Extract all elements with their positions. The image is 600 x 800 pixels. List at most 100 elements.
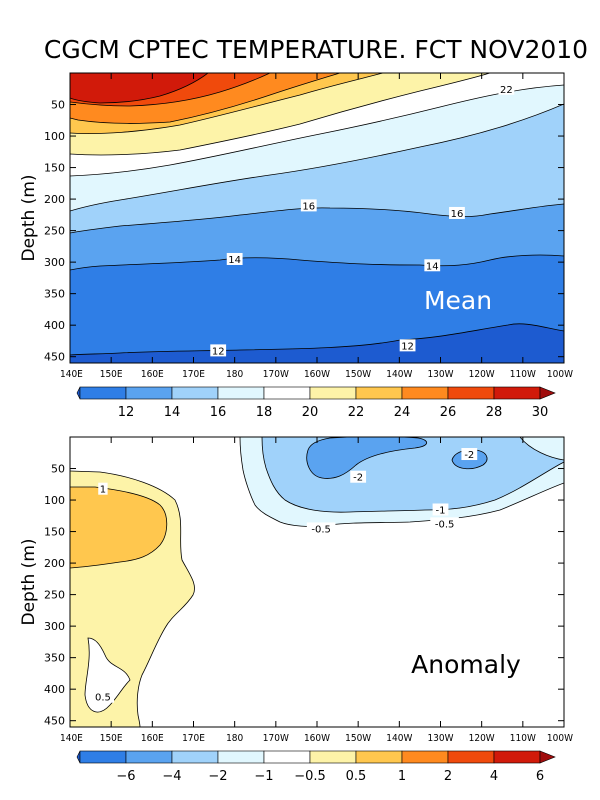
x-tick-label: 170E	[182, 369, 205, 380]
colorbar-segment	[309, 750, 357, 764]
x-tick-label: 160E	[141, 369, 164, 380]
mean-y-axis-label: Depth (m)	[19, 174, 39, 261]
anomaly-band-pos-1	[70, 487, 167, 568]
x-tick-label: 100W	[547, 369, 573, 380]
colorbar-label: −2	[208, 769, 227, 784]
contour-label-bg	[350, 470, 367, 483]
colorbar-label: 20	[302, 405, 319, 420]
anomaly-y-axis: 50 100 150 200 250 300 350 400 450	[44, 463, 564, 728]
contour-label: 12	[212, 346, 225, 357]
mean-panel: 22 16 16 14 14 12 12 50 100 150 200 250 300 350 400 45…	[19, 72, 573, 420]
x-tick-label: 140W	[386, 369, 412, 380]
colorbar-label: −4	[162, 769, 181, 784]
colorbar-label: −6	[116, 769, 135, 784]
anomaly-field	[70, 437, 564, 727]
y-tick-label: 300	[44, 256, 65, 269]
y-tick-label: 450	[44, 351, 65, 364]
colorbar-label: 1	[398, 769, 406, 784]
contour-label-bg	[210, 344, 227, 357]
y-tick-label: 50	[51, 463, 65, 476]
x-tick-label: 160E	[141, 733, 164, 744]
x-tick-label: 150E	[100, 369, 123, 380]
y-tick-label: 400	[44, 683, 65, 696]
x-tick-label: 110W	[510, 369, 536, 380]
anomaly-y-axis-label: Depth (m)	[19, 538, 39, 625]
contour-label-bg	[98, 482, 108, 495]
contour-label: -2	[464, 450, 474, 461]
colorbar-label: 4	[490, 769, 498, 784]
x-tick-label: 170E	[182, 733, 205, 744]
x-tick-label: 140W	[386, 733, 412, 744]
x-tick-label: 150E	[100, 733, 123, 744]
x-tick-label: 130W	[427, 733, 453, 744]
contour-label: 22	[500, 85, 513, 96]
y-tick-label: 100	[44, 494, 65, 507]
contour-label-bg	[498, 82, 515, 95]
y-tick-label: 200	[44, 193, 65, 206]
contour-label-bg	[300, 199, 317, 212]
contour-label: 0.5	[95, 693, 111, 704]
contour-label: 16	[302, 201, 315, 212]
mean-band-30	[70, 73, 208, 103]
anomaly-band-neg-2	[306, 437, 427, 479]
x-tick-label: 110W	[510, 733, 536, 744]
contour-label-bg	[430, 517, 459, 530]
contour-label-bg	[449, 206, 465, 219]
contour-label-bg	[399, 339, 416, 352]
colorbar-segment	[309, 386, 357, 400]
colorbar-label: 28	[486, 405, 503, 420]
contour-label: 14	[426, 261, 439, 272]
x-tick-label: 160W	[304, 733, 330, 744]
x-tick-label: 180	[226, 369, 243, 380]
contour-label-bg	[461, 448, 478, 461]
colorbar-segment	[401, 750, 449, 764]
colorbar-label: 12	[118, 405, 135, 420]
y-tick-label: 250	[44, 589, 65, 602]
contour-label: -1	[436, 506, 446, 517]
mean-x-axis: 140E 150E 160E 170E 180 170W 160W 150W 140W 130W 1…	[60, 73, 573, 380]
colorbar-label: 2	[444, 769, 452, 784]
contour-label: 1	[100, 485, 106, 496]
colorbar-segment	[125, 750, 173, 764]
colorbar-segment	[447, 386, 495, 400]
x-tick-label: 160W	[304, 369, 330, 380]
contour-label: 12	[401, 341, 414, 352]
contour-label: -0.5	[435, 519, 455, 530]
contour-label-bg	[306, 522, 336, 535]
x-tick-label: 170W	[263, 733, 289, 744]
y-tick-label: 200	[44, 557, 65, 570]
anomaly-panel: 1 -2 -2 -1 -0.5 -0.5 0.5 50 100 150 200 250 300 350 4…	[19, 436, 573, 784]
contour-label: -0.5	[311, 524, 331, 535]
contour-label: 14	[228, 255, 241, 266]
y-tick-label: 150	[44, 526, 65, 539]
colorbar-label: 16	[210, 405, 227, 420]
contour-label: -2	[353, 473, 363, 484]
colorbar-segment	[217, 750, 265, 764]
colorbar-segment	[493, 750, 541, 764]
colorbar-segment	[355, 386, 403, 400]
colorbar-segment	[263, 750, 311, 764]
y-tick-label: 350	[44, 652, 65, 665]
y-tick-label: 450	[44, 715, 65, 728]
x-tick-label: 180	[226, 733, 243, 744]
mean-y-axis: 50 100 150 200 250 300 350 400 450	[44, 99, 564, 364]
colorbar-segment	[263, 386, 311, 400]
y-tick-label: 250	[44, 225, 65, 238]
colorbar-segment	[447, 750, 495, 764]
contour-label-bg	[91, 690, 115, 703]
anomaly-colorbar: −6 −4 −2 −1 −0.5 0.5 1 2 4 6	[76, 750, 556, 784]
colorbar-label: −0.5	[294, 769, 326, 784]
colorbar-left-arrow	[76, 750, 81, 764]
anomaly-contour-labels: 1 -2 -2 -1 -0.5 -0.5 0.5	[91, 448, 478, 704]
colorbar-segment	[217, 386, 265, 400]
mean-colorbar: 12 14 16 18 20 22 24 26 28 30	[76, 386, 556, 420]
mean-panel-label: Mean	[424, 286, 492, 315]
y-tick-label: 350	[44, 288, 65, 301]
y-tick-label: 300	[44, 620, 65, 633]
colorbar-segment	[79, 386, 127, 400]
colorbar-label: 24	[394, 405, 411, 420]
x-tick-label: 140E	[60, 733, 83, 744]
colorbar-segment	[171, 386, 219, 400]
mean-contour-labels: 22 16 16 14 14 12 12	[210, 82, 515, 357]
